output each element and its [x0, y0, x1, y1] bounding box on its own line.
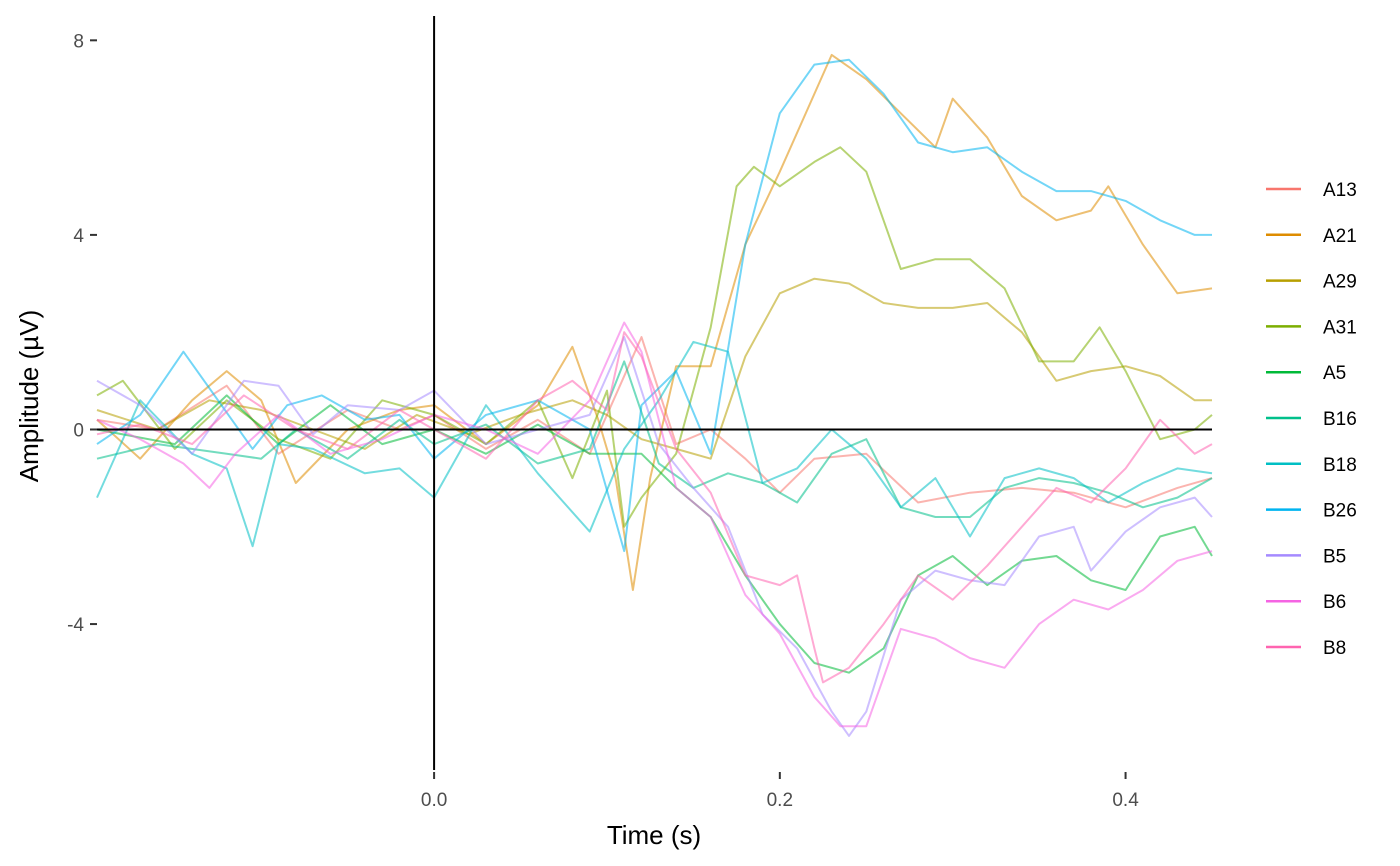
- x-tick-label: 0.2: [767, 790, 793, 811]
- legend-label-b16: B16: [1323, 409, 1357, 430]
- legend-label-b18: B18: [1323, 455, 1357, 476]
- x-axis-title: Time (s): [607, 820, 701, 850]
- axes: -4 0 4 8 0.0 0.2 0.4: [67, 16, 1212, 811]
- y-tick-label: -4: [67, 615, 84, 636]
- series-line-b16: [96, 360, 1213, 518]
- series-line-a31: [96, 146, 1213, 528]
- y-tick-label: 0: [73, 420, 84, 441]
- series-line-a29: [96, 277, 1212, 460]
- series-line-b6: [96, 321, 1213, 728]
- legend-label-b5: B5: [1323, 546, 1346, 567]
- y-tick-label: 4: [73, 226, 84, 247]
- legend-label-a5: A5: [1323, 363, 1346, 384]
- x-tick-label: 0.0: [421, 790, 447, 811]
- legend-label-b8: B8: [1323, 638, 1346, 659]
- legend-label-b26: B26: [1323, 501, 1357, 522]
- legend-label-a21: A21: [1323, 226, 1357, 247]
- x-tick-label: 0.4: [1112, 790, 1139, 811]
- series-line-a5: [96, 394, 1213, 674]
- y-tick-label: 8: [73, 31, 84, 52]
- series-line-b8: [96, 331, 1213, 684]
- series-line-a13: [96, 336, 1213, 509]
- legend-label-a29: A29: [1323, 272, 1357, 293]
- series-line-b26: [96, 58, 1212, 553]
- series-line-b18: [96, 340, 1213, 548]
- plot-area: [96, 53, 1213, 737]
- legend-label-b6: B6: [1323, 592, 1346, 613]
- series-line-a21: [96, 53, 1213, 591]
- legend: A13 A21 A29 A31 A5 B16 B18 B26 B5 B6 B8: [1266, 180, 1357, 659]
- legend-label-a13: A13: [1323, 180, 1357, 201]
- y-axis-title: Amplitude (µV): [14, 310, 44, 482]
- series-line-b5: [96, 336, 1213, 737]
- legend-label-a31: A31: [1323, 317, 1357, 338]
